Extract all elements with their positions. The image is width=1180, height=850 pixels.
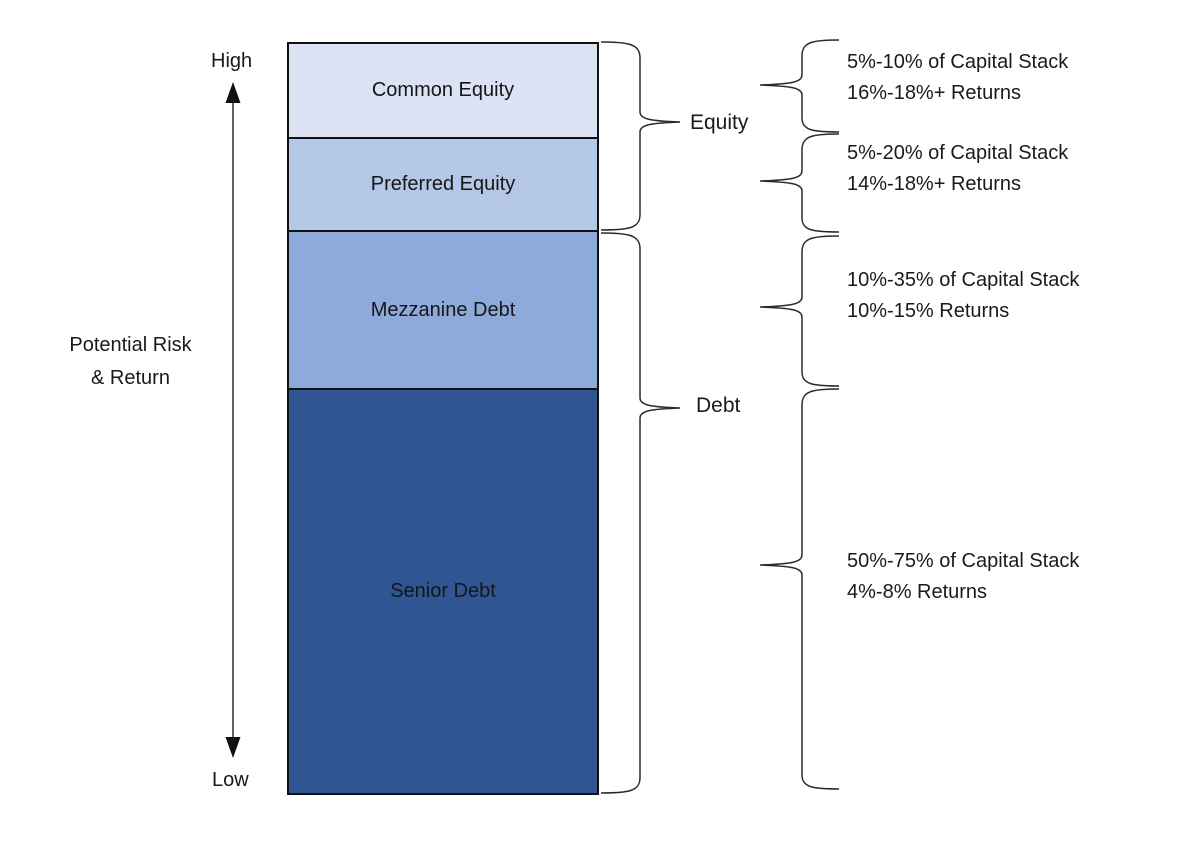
info-brace-preferred-equity <box>759 133 840 233</box>
arrow-head-down-icon <box>225 737 241 758</box>
info-preferred-equity-stack: 5%-20% of Capital Stack <box>847 142 1069 164</box>
segment-mezzanine-debt: Mezzanine Debt <box>289 230 597 388</box>
info-brace-senior-debt <box>759 388 840 790</box>
info-mezzanine-debt-stack: 10%-35% of Capital Stack <box>847 269 1080 291</box>
info-senior-debt: 50%-75% of Capital Stack 4%-8% Returns <box>847 546 1079 608</box>
segment-common-equity-label: Common Equity <box>371 79 515 101</box>
info-senior-debt-stack: 50%-75% of Capital Stack <box>847 550 1080 572</box>
debt-group-label: Debt <box>696 394 741 417</box>
info-preferred-equity: 5%-20% of Capital Stack 14%-18%+ Returns <box>847 138 1068 200</box>
info-common-equity-stack: 5%-10% of Capital Stack <box>847 51 1069 73</box>
debt-group-brace <box>600 232 681 794</box>
arrow-head-up-icon <box>225 82 241 103</box>
info-common-equity-returns: 16%-18%+ Returns <box>847 82 1021 104</box>
risk-axis-high-label: High <box>211 50 253 72</box>
info-preferred-equity-returns: 14%-18%+ Returns <box>847 173 1021 195</box>
risk-axis-title-line2: & Return <box>91 367 170 389</box>
equity-group-label: Equity <box>690 111 749 134</box>
capital-stack-bar: Common Equity Preferred Equity Mezzanine… <box>287 42 599 795</box>
risk-axis-title-line1: Potential Risk <box>69 334 192 356</box>
equity-group-brace <box>600 41 681 231</box>
info-common-equity: 5%-10% of Capital Stack 16%-18%+ Returns <box>847 47 1068 109</box>
risk-axis-low-label: Low <box>212 769 249 791</box>
segment-senior-debt: Senior Debt <box>289 388 597 793</box>
segment-senior-debt-label: Senior Debt <box>390 580 496 602</box>
risk-axis-title: Potential Risk & Return <box>38 329 223 395</box>
info-brace-mezzanine-debt <box>759 235 840 387</box>
info-brace-common-equity <box>759 39 840 133</box>
segment-mezzanine-debt-label: Mezzanine Debt <box>370 298 516 321</box>
segment-preferred-equity: Preferred Equity <box>289 137 597 230</box>
segment-common-equity: Common Equity <box>289 44 597 137</box>
segment-preferred-equity-label: Preferred Equity <box>370 173 516 195</box>
info-mezzanine-debt: 10%-35% of Capital Stack 10%-15% Returns <box>847 265 1079 327</box>
info-mezzanine-debt-returns: 10%-15% Returns <box>847 300 1010 322</box>
info-senior-debt-returns: 4%-8% Returns <box>847 581 988 603</box>
